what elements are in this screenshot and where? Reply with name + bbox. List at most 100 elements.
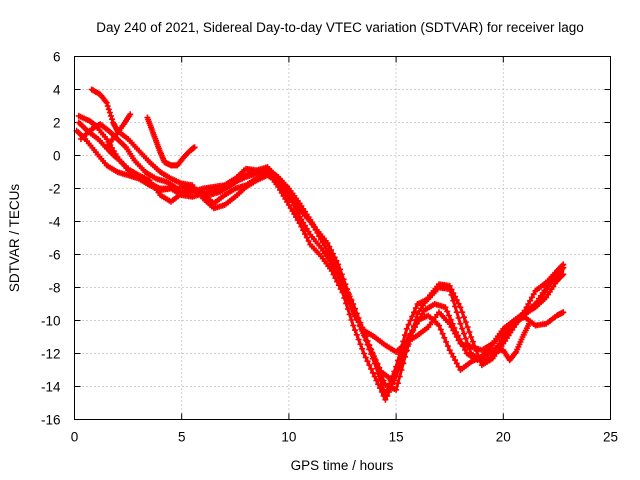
data-point — [127, 111, 134, 118]
data-point — [353, 331, 360, 338]
data-point — [471, 343, 478, 350]
data-point — [371, 373, 378, 380]
data-point — [406, 337, 413, 344]
y-tick-label: 4 — [53, 83, 61, 98]
y-tick-label: -10 — [41, 314, 61, 329]
y-tick-label: 0 — [53, 149, 61, 164]
x-axis-label: GPS time / hours — [291, 458, 394, 473]
data-point — [378, 381, 385, 388]
data-point — [473, 348, 480, 354]
data-point — [362, 354, 369, 361]
data-point — [344, 286, 351, 293]
data-point — [410, 327, 417, 334]
data-point — [303, 234, 310, 241]
data-point — [455, 315, 462, 321]
data-point — [415, 317, 422, 324]
data-point — [452, 303, 459, 310]
data-point — [394, 357, 401, 364]
data-point — [527, 297, 534, 304]
data-point — [404, 343, 411, 350]
data-point — [455, 363, 462, 370]
data-point — [458, 339, 465, 346]
data-point — [373, 377, 380, 384]
series-track-5 — [77, 121, 565, 383]
x-tick-label: 15 — [389, 430, 404, 445]
data-layer — [73, 86, 567, 403]
data-point — [405, 321, 412, 328]
y-tick-label: -4 — [48, 215, 60, 230]
data-point — [459, 325, 466, 332]
data-point — [362, 334, 368, 340]
data-point — [460, 343, 467, 350]
data-point — [344, 306, 351, 312]
y-tick-label: -8 — [48, 281, 60, 296]
data-point — [302, 230, 308, 237]
data-point — [394, 380, 401, 387]
data-point — [328, 268, 335, 274]
data-point — [354, 317, 361, 324]
data-point — [407, 317, 414, 324]
data-point — [461, 314, 467, 321]
data-point — [334, 278, 341, 285]
data-point — [451, 324, 458, 331]
data-point — [352, 327, 358, 334]
data-point — [400, 338, 407, 345]
data-point — [350, 322, 357, 329]
data-point — [453, 360, 460, 367]
data-point — [448, 350, 455, 357]
data-point — [384, 387, 391, 394]
data-point — [294, 217, 301, 224]
data-point — [496, 340, 503, 347]
data-point — [417, 314, 424, 321]
data-point — [453, 329, 460, 336]
data-point — [449, 320, 456, 327]
data-point — [454, 332, 461, 339]
chart-title: Day 240 of 2021, Sidereal Day-to-day VTE… — [96, 20, 583, 35]
data-point — [372, 357, 379, 364]
data-point — [408, 332, 415, 339]
data-point — [447, 316, 454, 323]
data-point — [399, 358, 406, 365]
data-point — [464, 340, 471, 347]
data-point — [339, 289, 346, 296]
data-point — [403, 325, 410, 332]
data-point — [337, 266, 343, 273]
data-point — [386, 382, 392, 389]
y-tick-label: -14 — [41, 380, 61, 395]
data-point — [444, 343, 451, 350]
data-point — [412, 324, 418, 331]
data-point — [346, 311, 353, 318]
data-point — [448, 291, 455, 298]
data-point — [331, 254, 338, 261]
data-point — [443, 338, 450, 345]
data-point — [302, 222, 308, 229]
data-point — [528, 294, 535, 301]
data-point — [329, 250, 336, 257]
series-track-6 — [103, 111, 134, 151]
data-point — [328, 247, 335, 254]
data-point — [489, 353, 496, 360]
data-point — [462, 335, 469, 342]
y-tick-label: 6 — [53, 50, 61, 65]
data-point — [450, 353, 457, 360]
data-point — [436, 322, 442, 329]
data-point — [382, 391, 389, 398]
data-point — [409, 313, 416, 320]
data-point — [357, 341, 364, 348]
y-tick-label: -2 — [48, 182, 60, 197]
data-point — [345, 291, 352, 298]
data-point — [305, 238, 312, 244]
data-point — [338, 271, 345, 278]
data-point — [363, 337, 370, 344]
data-point — [107, 112, 114, 119]
data-point — [441, 334, 448, 341]
grid-layer — [74, 56, 611, 420]
data-point — [412, 305, 419, 312]
data-point — [402, 332, 408, 339]
plot-frame — [74, 56, 611, 420]
data-point — [390, 373, 397, 380]
data-point — [437, 326, 444, 333]
data-point — [369, 369, 376, 376]
data-point — [461, 330, 467, 337]
